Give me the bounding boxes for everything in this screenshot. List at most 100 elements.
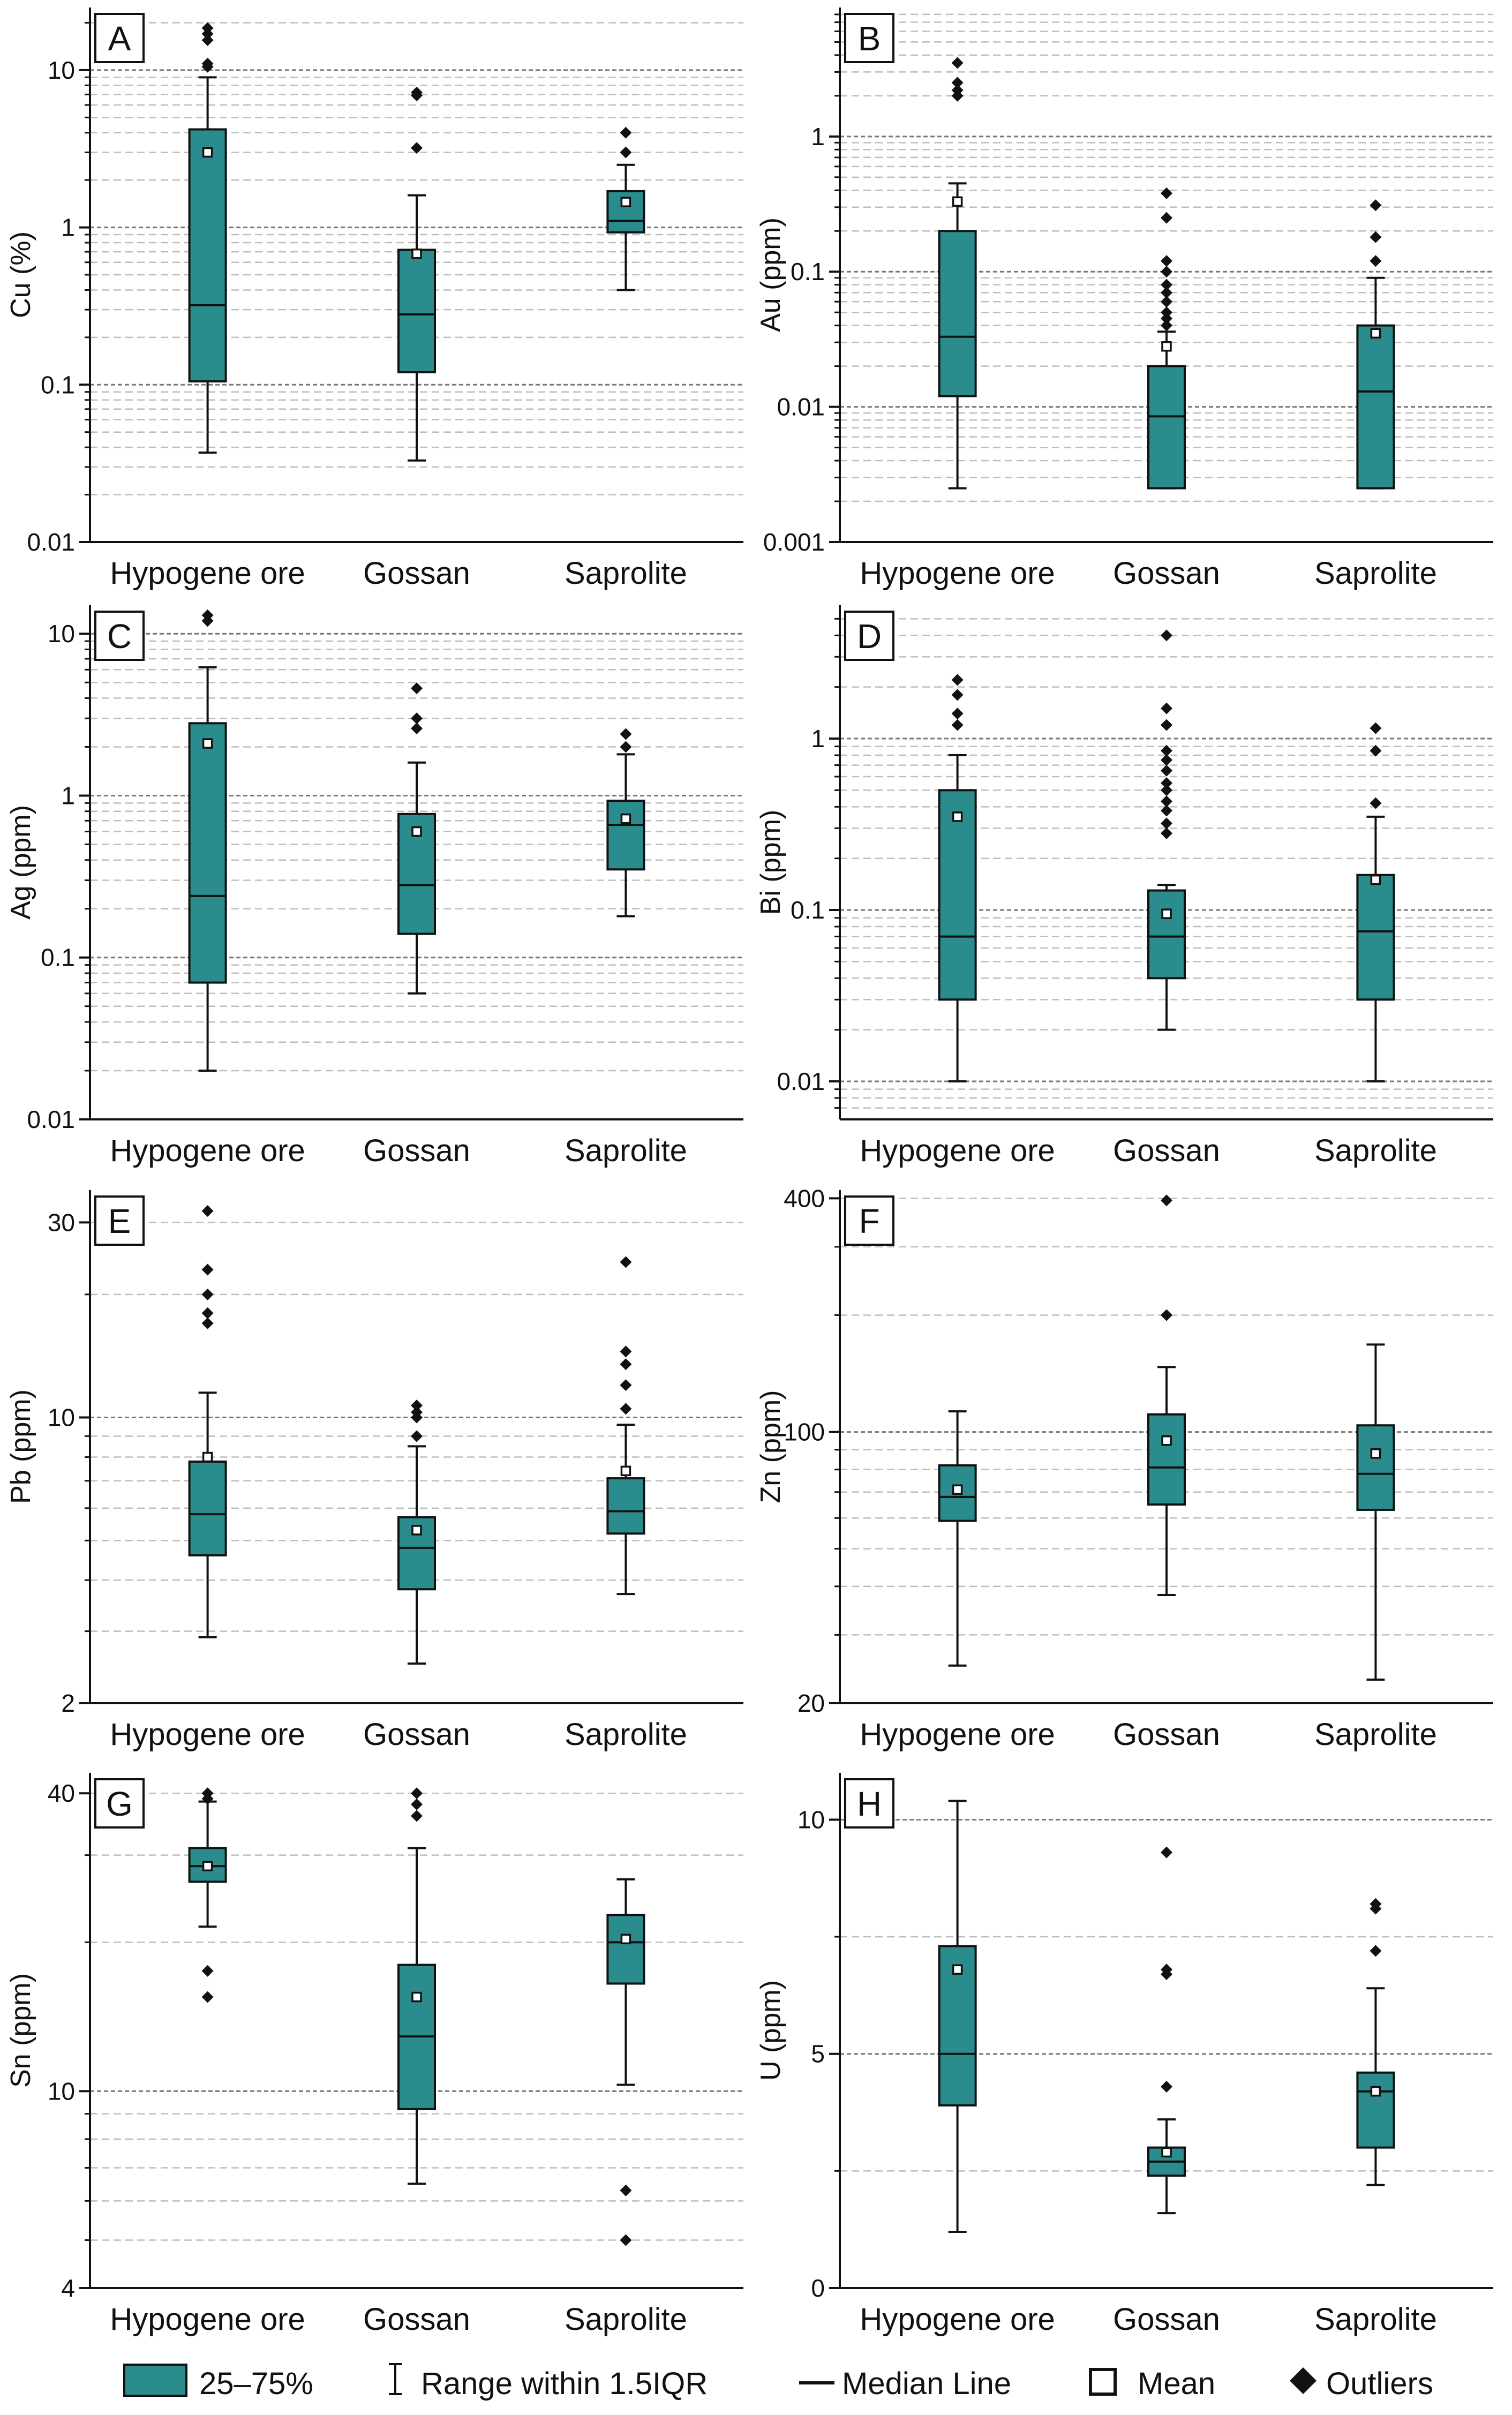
panel-b-outlier-gossan (1161, 312, 1172, 325)
panel-a-mean-hypogene-ore (202, 147, 213, 158)
panel-d-iqr-box-saprolite (1356, 874, 1395, 1001)
panel-h-outlier-saprolite (1370, 1945, 1382, 1957)
panel-c-category-label-hypogene-ore: Hypogene ore (110, 1133, 305, 1168)
panel-f-mean-saprolite (1370, 1448, 1381, 1459)
panel-g-letter: G (106, 1785, 133, 1823)
panel-d-outlier-hypogene-ore (951, 719, 964, 731)
panel-a-outlier-hypogene-ore (201, 57, 214, 70)
panel-b-category-label-saprolite: Saprolite (1314, 556, 1437, 591)
panel-e-mean-hypogene-ore (202, 1451, 213, 1463)
panel-h: 0 5 10 U (ppm) H Hypogene ore Gossan Saprolite (755, 1773, 1493, 2337)
panel-a-box-gossan (397, 86, 436, 462)
panel-c-category-label-saprolite: Saprolite (565, 1133, 687, 1168)
panel-a-iqr-box-hypogene-ore (188, 128, 227, 383)
legend-range-label: Range within 1.5IQR (421, 2366, 708, 2401)
panel-f-outlier-gossan (1161, 1194, 1172, 1207)
panel-g-iqr-box-saprolite (606, 1914, 645, 1985)
panel-d-outlier-gossan (1161, 827, 1172, 839)
panel-c-tick-label-10: 10 (48, 620, 75, 648)
panel-e-letter-box (94, 1195, 145, 1246)
panel-c-outlier-gossan (411, 723, 423, 735)
panel-f-box-gossan (1147, 1194, 1186, 1597)
panel-e-iqr-box-hypogene-ore (188, 1460, 227, 1556)
panel-d-category-label-gossan: Gossan (1113, 1133, 1220, 1168)
panel-b-outlier-gossan (1161, 266, 1172, 278)
panel-c-y-label: Ag (ppm) (5, 805, 36, 920)
panel-g-box-saprolite (606, 1878, 645, 2246)
panel-a-outlier-hypogene-ore (201, 34, 214, 46)
panel-f-box-hypogene-ore (938, 1410, 977, 1667)
panel-e-letter: E (108, 1202, 131, 1240)
panel-d-outlier-gossan (1161, 784, 1172, 796)
panel-f-letter: F (859, 1202, 879, 1240)
panel-h-gridlines (840, 1818, 1493, 2172)
panel-e-outlier-saprolite (620, 1345, 632, 1358)
panel-c-tick-label-0_1: 0.1 (41, 944, 75, 972)
panel-g-category-label-gossan: Gossan (363, 2302, 470, 2337)
panel-c-mean-hypogene-ore (202, 738, 213, 749)
legend-outliers-label: Outliers (1326, 2366, 1433, 2401)
panel-e-tick-label-10: 10 (48, 1404, 75, 1432)
panel-h-mean-hypogene-ore (952, 1964, 963, 1975)
panel-b-tick-label-0_001: 0.001 (763, 528, 825, 556)
panel-f: 20 100 400 Zn (ppm) F Hypogene ore Gossan Sapro… (755, 1184, 1493, 1752)
panel-f-tick-label-400: 400 (784, 1184, 825, 1212)
panel-d-outlier-hypogene-ore (951, 674, 964, 686)
panel-h-box-saprolite (1356, 1898, 1395, 2186)
panel-f-iqr-box-saprolite (1356, 1424, 1395, 1511)
panel-b-outlier-saprolite (1370, 231, 1382, 243)
panel-h-category-label-gossan: Gossan (1113, 2302, 1220, 2337)
panel-b-mean-saprolite (1370, 328, 1381, 339)
panel-e-category-label-hypogene-ore: Hypogene ore (110, 1717, 305, 1752)
panel-d-outlier-gossan (1161, 817, 1172, 830)
panel-g-tick-label-10: 10 (48, 2077, 75, 2105)
panel-b-outlier-gossan (1161, 296, 1172, 308)
panel-c-outlier-saprolite (620, 728, 632, 740)
panel-a-tick-label-10: 10 (48, 56, 75, 84)
panel-e-outlier-gossan (411, 1406, 423, 1418)
panel-g-mean-gossan (411, 1991, 422, 2003)
panel-a-tick-label-1: 1 (61, 214, 75, 242)
panel-a-outlier-gossan (411, 142, 423, 154)
panel-a-tick-label-0_1: 0.1 (41, 371, 75, 398)
panel-d-y-label: Bi (ppm) (755, 810, 786, 915)
panel-a-y-label: Cu (%) (5, 231, 36, 318)
panel-c-outlier-hypogene-ore (201, 609, 214, 621)
panel-a-tick-label-0_01: 0.01 (27, 528, 75, 556)
panel-a-outlier-hypogene-ore (201, 22, 214, 34)
panel-d-outlier-gossan (1161, 719, 1172, 731)
panel-d-outlier-saprolite (1370, 722, 1382, 734)
panel-g-tick-label-4: 4 (61, 2274, 75, 2302)
panel-a-outlier-gossan (411, 86, 423, 99)
panel-f-outlier-gossan (1161, 1309, 1172, 1321)
panel-f-mean-gossan (1161, 1435, 1172, 1446)
panel-d-outlier-gossan (1161, 629, 1172, 642)
panel-b-box-hypogene-ore (938, 57, 977, 490)
panel-e-box-saprolite (606, 1256, 645, 1596)
panel-d-tick-label-1: 1 (811, 725, 825, 753)
panel-a-mean-saprolite (620, 197, 631, 207)
panel-e-outlier-saprolite (620, 1403, 632, 1415)
legend-mean-icon (1089, 2368, 1117, 2396)
panel-h-y-label: U (ppm) (755, 1980, 786, 2081)
legend-mean-label: Mean (1138, 2366, 1215, 2401)
panel-e-category-label-saprolite: Saprolite (565, 1717, 687, 1752)
panel-e-outlier-hypogene-ore (201, 1263, 214, 1276)
panel-d-outlier-gossan (1161, 754, 1172, 766)
panel-e-iqr-box-saprolite (606, 1477, 645, 1535)
panel-e-y-label: Pb (ppm) (5, 1389, 36, 1504)
panel-h-mean-saprolite (1370, 2086, 1381, 2097)
panel-b-outlier-gossan (1161, 287, 1172, 299)
panel-c-outlier-gossan (411, 712, 423, 725)
panel-b-outlier-gossan (1161, 306, 1172, 319)
panel-g-tick-label-40: 40 (48, 1779, 75, 1807)
panel-d-letter-box (844, 611, 894, 661)
panel-b-outlier-saprolite (1370, 199, 1382, 212)
panel-h-mean-gossan (1161, 2147, 1172, 2158)
panel-d-outlier-gossan (1161, 804, 1172, 817)
panel-a-letter-box (94, 13, 145, 63)
panel-d-iqr-box-hypogene-ore (938, 789, 977, 1001)
panel-h-letter-box (844, 1778, 894, 1829)
panel-d-outlier-gossan (1161, 795, 1172, 808)
